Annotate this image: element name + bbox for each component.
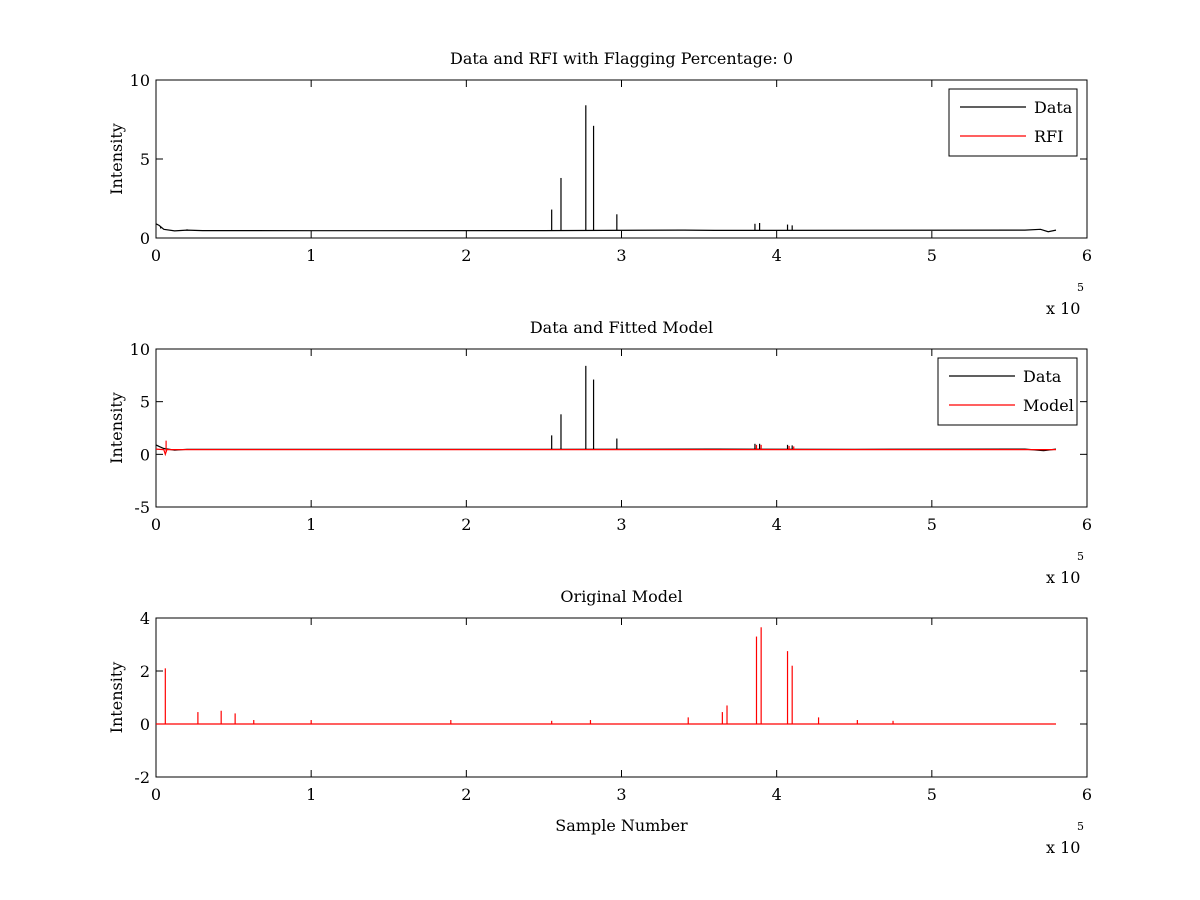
x-tick-label: 4 — [772, 515, 782, 534]
y-axis-label: Intensity — [107, 392, 126, 464]
series-line — [155, 223, 1057, 233]
x-tick-label: 5 — [927, 515, 937, 534]
series-data — [155, 105, 1057, 233]
series-line — [155, 448, 1056, 457]
legend-label: Data — [1034, 98, 1073, 117]
x-multiplier: x 10 — [1046, 299, 1080, 318]
y-tick-label: 0 — [140, 445, 150, 464]
y-axis-label: Intensity — [107, 123, 126, 195]
x-tick-label: 2 — [461, 785, 471, 804]
x-multiplier-exponent: 5 — [1077, 281, 1084, 294]
legend-label: Data — [1023, 367, 1062, 386]
chart-title: Data and Fitted Model — [530, 318, 713, 337]
chart-title: Original Model — [560, 587, 682, 606]
x-tick-label: 1 — [306, 785, 316, 804]
x-tick-label: 2 — [461, 246, 471, 265]
y-tick-label: 5 — [140, 150, 150, 169]
y-tick-label: 5 — [140, 393, 150, 412]
x-tick-label: 5 — [927, 785, 937, 804]
legend-box — [948, 88, 1078, 157]
y-axis-label: Intensity — [107, 662, 126, 734]
legend-label: RFI — [1034, 127, 1063, 146]
x-tick-label: 3 — [616, 515, 626, 534]
y-tick-label: 2 — [140, 662, 150, 681]
x-tick-label: 6 — [1082, 246, 1092, 265]
x-multiplier: x 10 — [1046, 568, 1080, 587]
x-tick-label: 3 — [616, 246, 626, 265]
x-tick-label: 6 — [1082, 785, 1092, 804]
legend-box — [937, 357, 1078, 426]
x-tick-label: 0 — [151, 246, 161, 265]
subplot-1: Data and RFI with Flagging Percentage: 0… — [107, 49, 1092, 318]
x-tick-label: 4 — [772, 785, 782, 804]
x-tick-label: 1 — [306, 515, 316, 534]
legend: Data RFI — [948, 88, 1078, 157]
y-tick-label: 4 — [140, 609, 150, 628]
y-tick-label: -5 — [134, 498, 150, 517]
x-multiplier: x 10 — [1046, 838, 1080, 857]
series-model — [155, 440, 1056, 457]
x-multiplier-exponent: 5 — [1077, 820, 1084, 833]
x-tick-label: 4 — [772, 246, 782, 265]
y-tick-label: 10 — [130, 71, 150, 90]
x-tick-label: 2 — [461, 515, 471, 534]
x-tick-label: 0 — [151, 515, 161, 534]
legend: Data Model — [937, 357, 1078, 426]
series-data — [155, 365, 1057, 452]
x-axis-label: Sample Number — [555, 816, 688, 835]
y-tick-label: 0 — [140, 229, 150, 248]
legend-label: Model — [1023, 396, 1074, 415]
axes-box — [155, 617, 1088, 778]
x-tick-label: 0 — [151, 785, 161, 804]
chart-title: Data and RFI with Flagging Percentage: 0 — [450, 49, 793, 68]
x-multiplier-exponent: 5 — [1077, 550, 1084, 563]
x-tick-label: 5 — [927, 246, 937, 265]
x-tick-label: 1 — [306, 246, 316, 265]
series-model — [156, 627, 1056, 725]
y-tick-label: -2 — [134, 768, 150, 787]
y-tick-label: 10 — [130, 340, 150, 359]
x-tick-label: 6 — [1082, 515, 1092, 534]
axes-box — [155, 79, 1088, 239]
y-tick-label: 0 — [140, 715, 150, 734]
x-tick-label: 3 — [616, 785, 626, 804]
